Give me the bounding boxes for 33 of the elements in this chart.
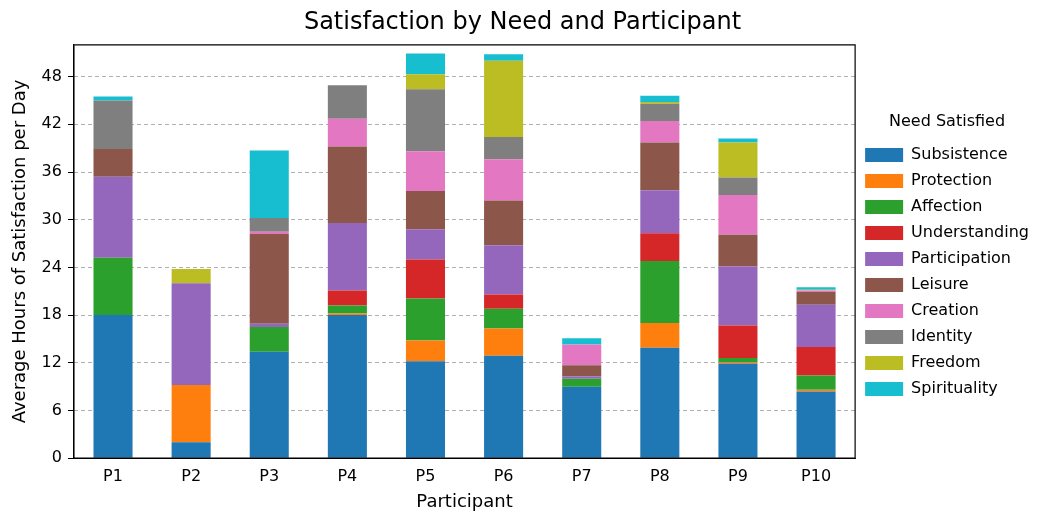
y-tick-label: 48: [41, 65, 62, 85]
x-tick-label: P5: [415, 465, 436, 485]
legend-label: Identity: [911, 326, 973, 346]
legend-label: Leisure: [911, 274, 969, 294]
y-tick-label: 36: [41, 161, 62, 181]
x-tick-label: P2: [181, 465, 202, 485]
y-tick-label: 24: [41, 256, 62, 276]
x-tick-label: P8: [649, 465, 670, 485]
chart-title: Satisfaction by Need and Participant: [303, 6, 742, 35]
legend-label: Participation: [911, 248, 1012, 268]
y-tick-label: 6: [51, 399, 62, 419]
y-tick-label: 42: [41, 113, 62, 133]
legend-label: Subsistence: [911, 144, 1008, 164]
x-tick-label: P1: [103, 465, 123, 485]
x-tick-label: P4: [337, 465, 358, 485]
x-tick-label: P3: [259, 465, 280, 485]
legend-label: Affection: [911, 196, 983, 216]
y-tick-label: 12: [41, 351, 62, 371]
y-tick-label: 30: [41, 208, 62, 228]
legend-label: Spirituality: [911, 378, 998, 398]
x-axis-title: Participant: [416, 489, 513, 511]
y-tick-label: 18: [41, 304, 62, 324]
x-tick-label: P9: [728, 465, 748, 485]
legend-label: Understanding: [911, 222, 1030, 242]
x-tick-label: P6: [493, 465, 514, 485]
x-tick-label: P10: [801, 465, 832, 485]
legend-label: Freedom: [911, 352, 981, 372]
legend-label: Protection: [911, 170, 993, 190]
y-axis-title: Average Hours of Satisfaction per Day: [8, 79, 30, 424]
legend-label: Creation: [911, 300, 979, 320]
y-tick-label: 0: [51, 447, 62, 467]
x-tick-label: P7: [571, 465, 592, 485]
legend-title: Need Satisfied: [889, 111, 1006, 131]
